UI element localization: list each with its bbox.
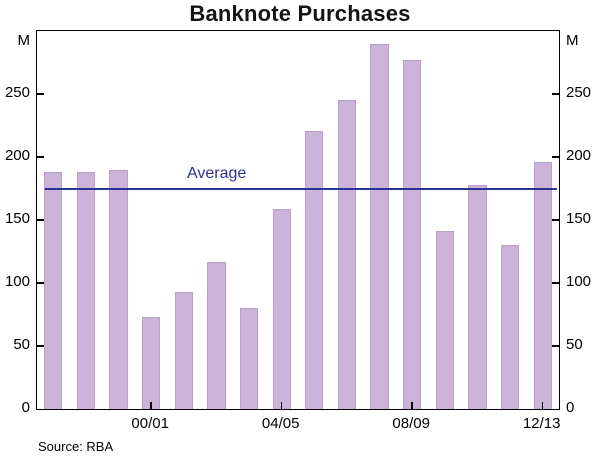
y-tick-mark (37, 282, 44, 284)
bar-99/00 (109, 169, 128, 409)
y-tick-mark (552, 156, 559, 158)
bar-98/99 (76, 172, 96, 409)
y-tick-label-left: 150 (4, 210, 30, 227)
bar-12/13 (533, 162, 552, 409)
bar-97/98 (44, 172, 63, 409)
bar-04/05 (272, 208, 291, 409)
bar-00/01 (142, 317, 161, 409)
y-tick-label-left: 50 (13, 336, 30, 353)
average-line (45, 187, 557, 190)
y-tick-mark (37, 93, 44, 95)
y-tick-mark (37, 219, 44, 221)
plot-area: Average (36, 30, 560, 410)
x-tick-label: 04/05 (261, 415, 300, 432)
y-tick-mark (552, 219, 559, 221)
y-tick-label-left: 250 (4, 84, 30, 101)
y-tick-label-left: 200 (4, 147, 30, 164)
x-tick-label: 00/01 (131, 415, 169, 432)
y-tick-label-right: 100 (566, 273, 592, 290)
x-tick-label: 12/13 (522, 415, 561, 432)
bar-01/02 (174, 291, 193, 409)
bar-11/12 (500, 245, 520, 409)
y-tick-label-left: 0 (21, 399, 30, 416)
x-tick-mark (150, 402, 152, 409)
bar-05/06 (305, 130, 324, 409)
y-tick-mark (37, 345, 44, 347)
average-label: Average (187, 164, 247, 182)
x-tick-mark (541, 402, 544, 409)
chart-title: Banknote Purchases (189, 1, 411, 26)
y-tick-mark (552, 345, 559, 347)
y-tick-label-right: 150 (566, 210, 592, 227)
bar-09/10 (435, 231, 454, 409)
bar-08/09 (403, 59, 422, 409)
y-unit-label-left: M (17, 32, 31, 49)
x-tick-label: 08/09 (392, 415, 430, 432)
bar-07/08 (370, 43, 389, 409)
y-tick-label-right: 250 (566, 84, 592, 101)
y-tick-mark (552, 282, 559, 284)
bar-10/11 (468, 184, 487, 409)
y-tick-label-right: 200 (566, 147, 592, 164)
bar-06/07 (337, 100, 357, 409)
y-tick-label-right: 0 (566, 399, 575, 416)
bar-02/03 (207, 261, 226, 409)
x-tick-mark (411, 402, 413, 409)
y-tick-mark (552, 93, 559, 95)
y-tick-mark (37, 156, 44, 158)
x-tick-mark (280, 402, 283, 409)
y-tick-label-right: 50 (566, 336, 583, 353)
source-label: Source: RBA (38, 439, 114, 454)
bar-03/04 (239, 308, 259, 409)
y-unit-label-right: M (566, 32, 579, 49)
y-tick-label-left: 100 (4, 273, 30, 290)
